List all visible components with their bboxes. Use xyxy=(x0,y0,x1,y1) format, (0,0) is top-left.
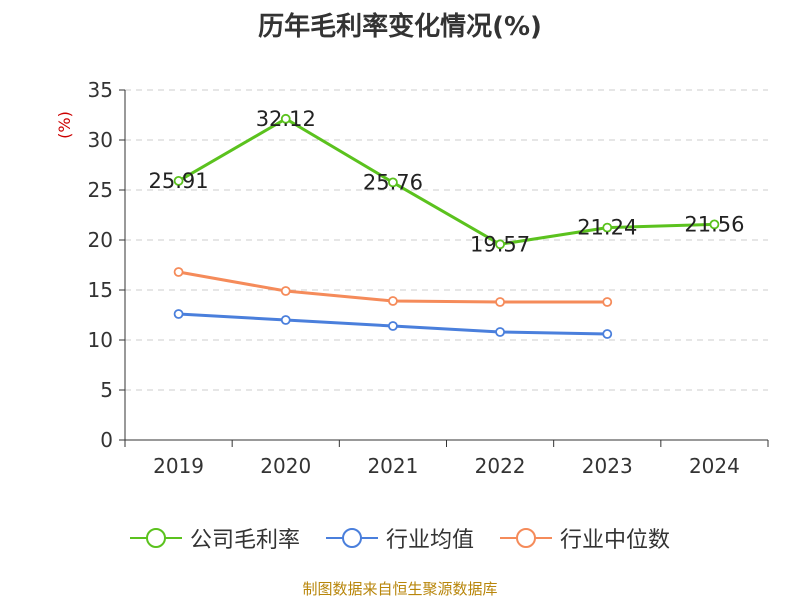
data-point xyxy=(388,296,398,306)
data-label: 21.24 xyxy=(577,216,637,240)
legend: 公司毛利率 行业均值 行业中位数 xyxy=(0,520,800,556)
x-tick-label: 2019 xyxy=(153,454,204,478)
legend-swatch xyxy=(129,528,182,548)
y-tick-label: 30 xyxy=(88,128,113,152)
legend-item[interactable]: 行业均值 xyxy=(325,522,474,554)
data-point xyxy=(602,222,613,233)
data-label: 32.12 xyxy=(256,107,316,131)
x-tick-label: 2023 xyxy=(582,454,633,478)
x-tick-label: 2020 xyxy=(260,454,311,478)
y-tick-label: 20 xyxy=(88,228,113,252)
data-point xyxy=(280,286,291,296)
data-point xyxy=(495,327,505,337)
y-tick-label: 5 xyxy=(100,378,113,402)
x-tick-label: 2024 xyxy=(689,454,740,478)
data-label: 19.57 xyxy=(470,232,530,256)
y-tick-label: 15 xyxy=(88,278,113,302)
data-point xyxy=(280,315,291,325)
y-tick-label: 10 xyxy=(88,328,113,352)
legend-label: 行业均值 xyxy=(385,528,474,553)
data-label: 25.91 xyxy=(149,169,209,193)
legend-swatch xyxy=(500,528,552,548)
legend-label: 行业中位数 xyxy=(560,528,671,553)
x-tick-label: 2021 xyxy=(367,454,418,478)
data-point xyxy=(388,321,398,331)
y-tick-label: 0 xyxy=(100,428,113,452)
series-line-0 xyxy=(177,117,715,246)
legend-swatch xyxy=(325,528,378,548)
data-point xyxy=(280,113,291,124)
data-point xyxy=(602,329,613,339)
data-point xyxy=(495,239,505,250)
data-point xyxy=(173,267,184,277)
source-note: 制图数据来自恒生聚源数据库 xyxy=(302,580,498,598)
x-tick-label: 2022 xyxy=(475,454,526,478)
y-axis-label: (%) xyxy=(55,111,74,139)
data-point xyxy=(709,219,720,230)
y-tick-label: 35 xyxy=(88,78,113,102)
data-label: 21.56 xyxy=(684,212,744,236)
data-point xyxy=(602,297,613,307)
data-point xyxy=(495,297,505,307)
data-label: 25.76 xyxy=(363,170,423,194)
legend-item[interactable]: 公司毛利率 xyxy=(129,522,300,554)
legend-item[interactable]: 行业中位数 xyxy=(500,522,670,554)
data-point xyxy=(388,177,398,188)
chart-title: 历年毛利率变化情况(%) xyxy=(258,12,542,42)
y-tick-label: 25 xyxy=(88,178,113,202)
data-point xyxy=(173,309,184,319)
legend-label: 公司毛利率 xyxy=(189,528,300,553)
data-point xyxy=(173,175,184,186)
